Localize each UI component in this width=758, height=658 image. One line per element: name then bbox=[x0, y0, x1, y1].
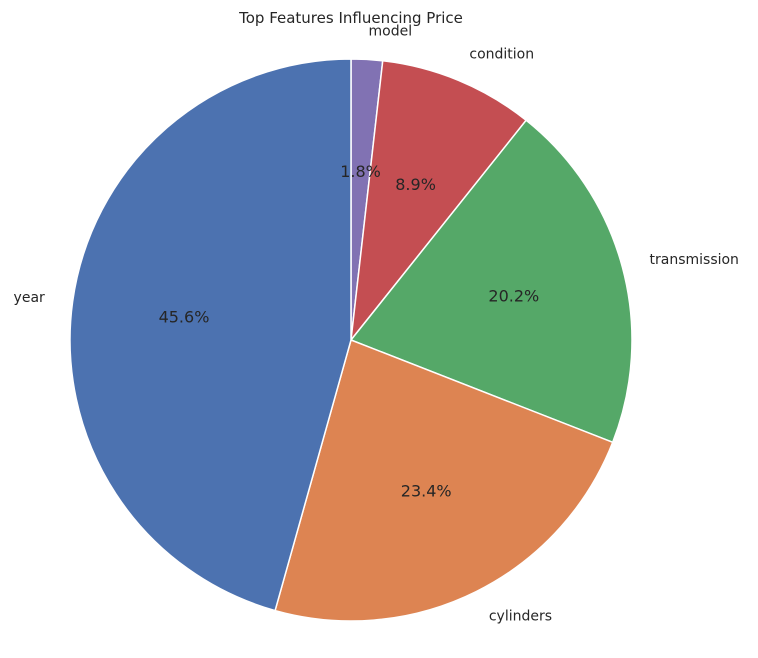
slice-label-model: model bbox=[368, 23, 412, 39]
slice-percent-transmission: 20.2% bbox=[488, 287, 539, 306]
pie-slice-labels: model condition transmission cylinders year bbox=[14, 23, 739, 624]
chart-title: Top Features Influencing Price bbox=[238, 9, 463, 27]
slice-percent-condition: 8.9% bbox=[395, 175, 436, 194]
pie-slice-condition bbox=[350, 60, 527, 341]
pie-slice-cylinders bbox=[274, 339, 614, 622]
pie-slices bbox=[69, 58, 633, 622]
slice-percent-cylinders: 23.4% bbox=[401, 481, 452, 500]
pie-percent-labels: 1.8% 8.9% 20.2% 23.4% 45.6% bbox=[159, 162, 540, 500]
pie-slice-year bbox=[69, 58, 352, 612]
slice-label-cylinders: cylinders bbox=[489, 609, 552, 625]
slice-label-condition: condition bbox=[469, 46, 534, 62]
slice-percent-year: 45.6% bbox=[159, 308, 210, 327]
slice-label-transmission: transmission bbox=[650, 252, 739, 268]
pie-slice-transmission bbox=[350, 119, 633, 444]
slice-percent-model: 1.8% bbox=[340, 162, 381, 181]
slice-label-year: year bbox=[14, 290, 45, 306]
